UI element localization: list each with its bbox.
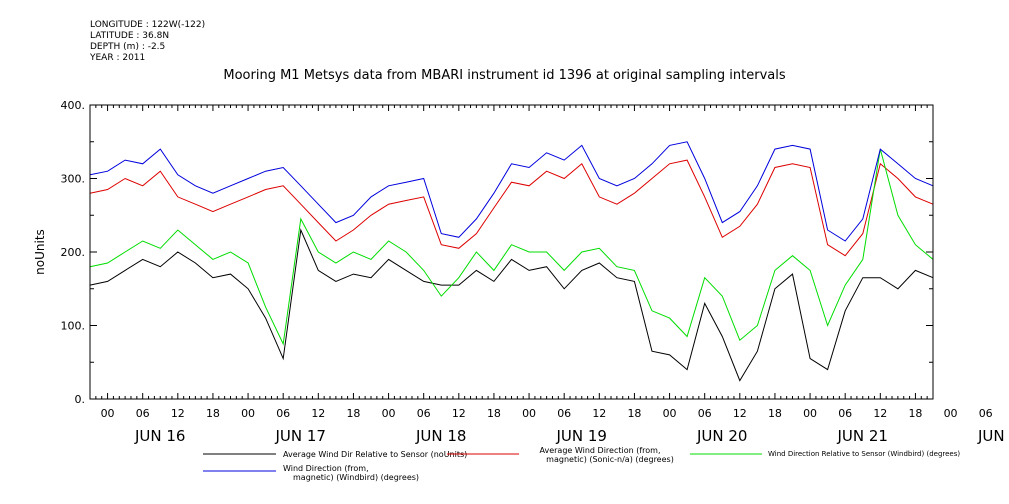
x-tick-label: 18	[346, 407, 360, 420]
y-tick-label: 300.	[61, 173, 86, 186]
x-day-label: JUN 18	[415, 427, 466, 445]
legend-label-3: Wind Direction Relative to Sensor (Windb…	[768, 450, 960, 458]
x-tick-label: 12	[733, 407, 747, 420]
x-tick-label: 06	[838, 407, 852, 420]
x-day-label: JUN 17	[275, 427, 326, 445]
x-day-label: JUN 19	[556, 427, 607, 445]
series-line-1	[89, 228, 934, 382]
x-tick-label: 06	[979, 407, 993, 420]
legend-label-4-line2: magnetic) (Windbird) (degrees)	[293, 473, 419, 482]
y-tick-label: 400.	[61, 99, 86, 112]
longitude-label: LONGITUDE : 122W(-122)	[90, 20, 206, 30]
x-tick-label: 00	[101, 407, 115, 420]
x-day-label: JUN 16	[134, 427, 185, 445]
series-line-4	[89, 141, 934, 242]
y-axis-label: noUnits	[33, 229, 47, 275]
series-line-3	[89, 148, 934, 346]
x-tick-label: 06	[557, 407, 571, 420]
x-tick-label: 12	[592, 407, 606, 420]
legend-label-1: Average Wind Dir Relative to Sensor (noU…	[283, 450, 467, 459]
x-day-label: JUN 20	[696, 427, 747, 445]
x-tick-label: 00	[944, 407, 958, 420]
x-tick-label: 12	[873, 407, 887, 420]
x-tick-label: 06	[276, 407, 290, 420]
y-tick-label: 200.	[61, 246, 86, 259]
y-tick-label: 0.	[75, 393, 86, 406]
year-label: YEAR : 2011	[90, 53, 146, 63]
x-day-label: JUN 22	[977, 427, 1009, 445]
x-tick-label: 06	[417, 407, 431, 420]
x-tick-label: 18	[908, 407, 922, 420]
x-tick-label: 12	[311, 407, 325, 420]
x-tick-label: 06	[136, 407, 150, 420]
x-tick-label: 18	[487, 407, 501, 420]
legend-label-2: Average Wind Direction (from,	[539, 446, 660, 455]
x-tick-label: 18	[206, 407, 220, 420]
latitude-label: LATITUDE : 36.8N	[90, 31, 170, 41]
x-tick-label: 00	[241, 407, 255, 420]
chart-title: Mooring M1 Metsys data from MBARI instru…	[223, 68, 786, 83]
x-tick-label: 00	[803, 407, 817, 420]
x-tick-label: 18	[627, 407, 641, 420]
plot-frame	[89, 104, 934, 400]
x-tick-label: 06	[698, 407, 712, 420]
x-tick-label: 00	[382, 407, 396, 420]
legend-label-4: Wind Direction (from,	[283, 464, 369, 473]
x-tick-label: 12	[452, 407, 466, 420]
series-line-2	[89, 159, 934, 257]
x-tick-label: 00	[663, 407, 677, 420]
y-tick-label: 100.	[61, 320, 86, 333]
x-tick-label: 18	[768, 407, 782, 420]
legend-label-2-line2: magnetic) (Sonic-n/a) (degrees)	[546, 455, 674, 464]
depth-label: DEPTH (m) : -2.5	[90, 42, 166, 52]
x-day-label: JUN 21	[837, 427, 888, 445]
x-tick-label: 12	[171, 407, 185, 420]
metadata-block: LONGITUDE : 122W(-122) LATITUDE : 36.8N …	[90, 20, 205, 64]
x-tick-label: 00	[522, 407, 536, 420]
